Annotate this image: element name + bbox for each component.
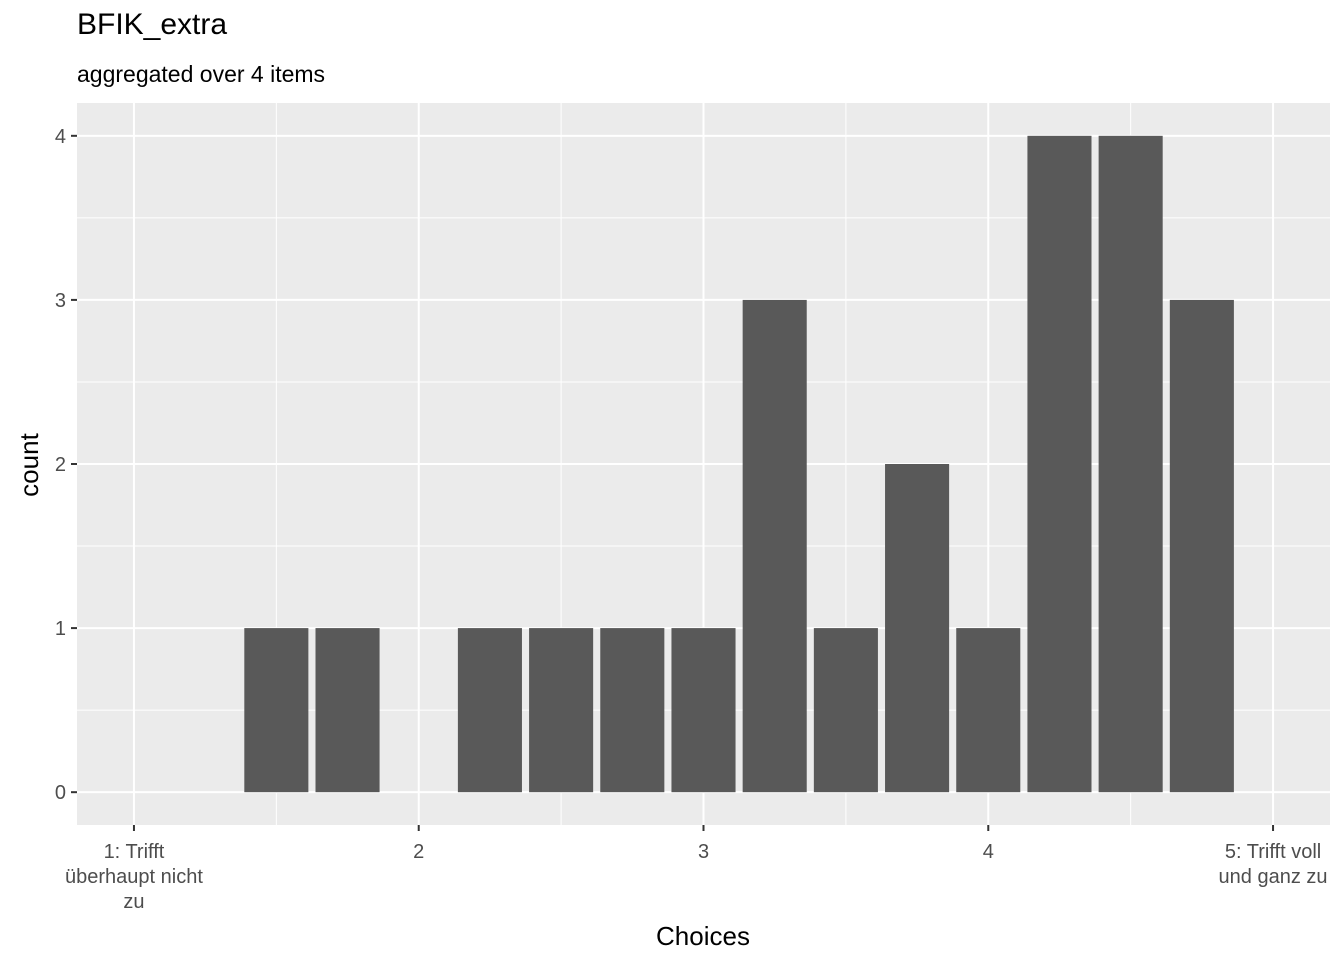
bar [529, 628, 594, 793]
y-axis-label: count [14, 432, 44, 496]
bar [1169, 299, 1234, 793]
x-axis-label: Choices [656, 921, 750, 951]
y-tick-label: 0 [55, 782, 66, 804]
bar [742, 299, 807, 793]
bar [600, 628, 665, 793]
x-tick-label: 4 [983, 841, 994, 863]
bar [244, 628, 309, 793]
bar [813, 628, 878, 793]
bar [671, 628, 736, 793]
x-axis: 1: Trifft überhaupt nicht zu 2 3 4 5: Trifft v… [65, 825, 1328, 913]
x-tick-label: 5: Trifft voll und ganz zu [1219, 841, 1328, 888]
x-tick-label: 3 [698, 841, 709, 863]
bar [885, 464, 950, 793]
y-tick-label: 1 [55, 618, 66, 640]
bar [1027, 135, 1092, 793]
x-tick-label: 1: Trifft überhaupt nicht zu [65, 841, 203, 913]
bar [1098, 135, 1163, 793]
x-tick-label: 2 [413, 841, 424, 863]
y-axis: 0 1 2 3 4 [55, 126, 77, 804]
chart-title: BFIK_extra [77, 8, 228, 41]
bar [956, 628, 1021, 793]
y-tick-label: 4 [55, 126, 66, 148]
y-tick-label: 2 [55, 454, 66, 476]
bar [457, 628, 522, 793]
y-tick-label: 3 [55, 290, 66, 312]
bar [315, 628, 380, 793]
bars [244, 135, 1234, 793]
chart-subtitle: aggregated over 4 items [77, 61, 326, 87]
